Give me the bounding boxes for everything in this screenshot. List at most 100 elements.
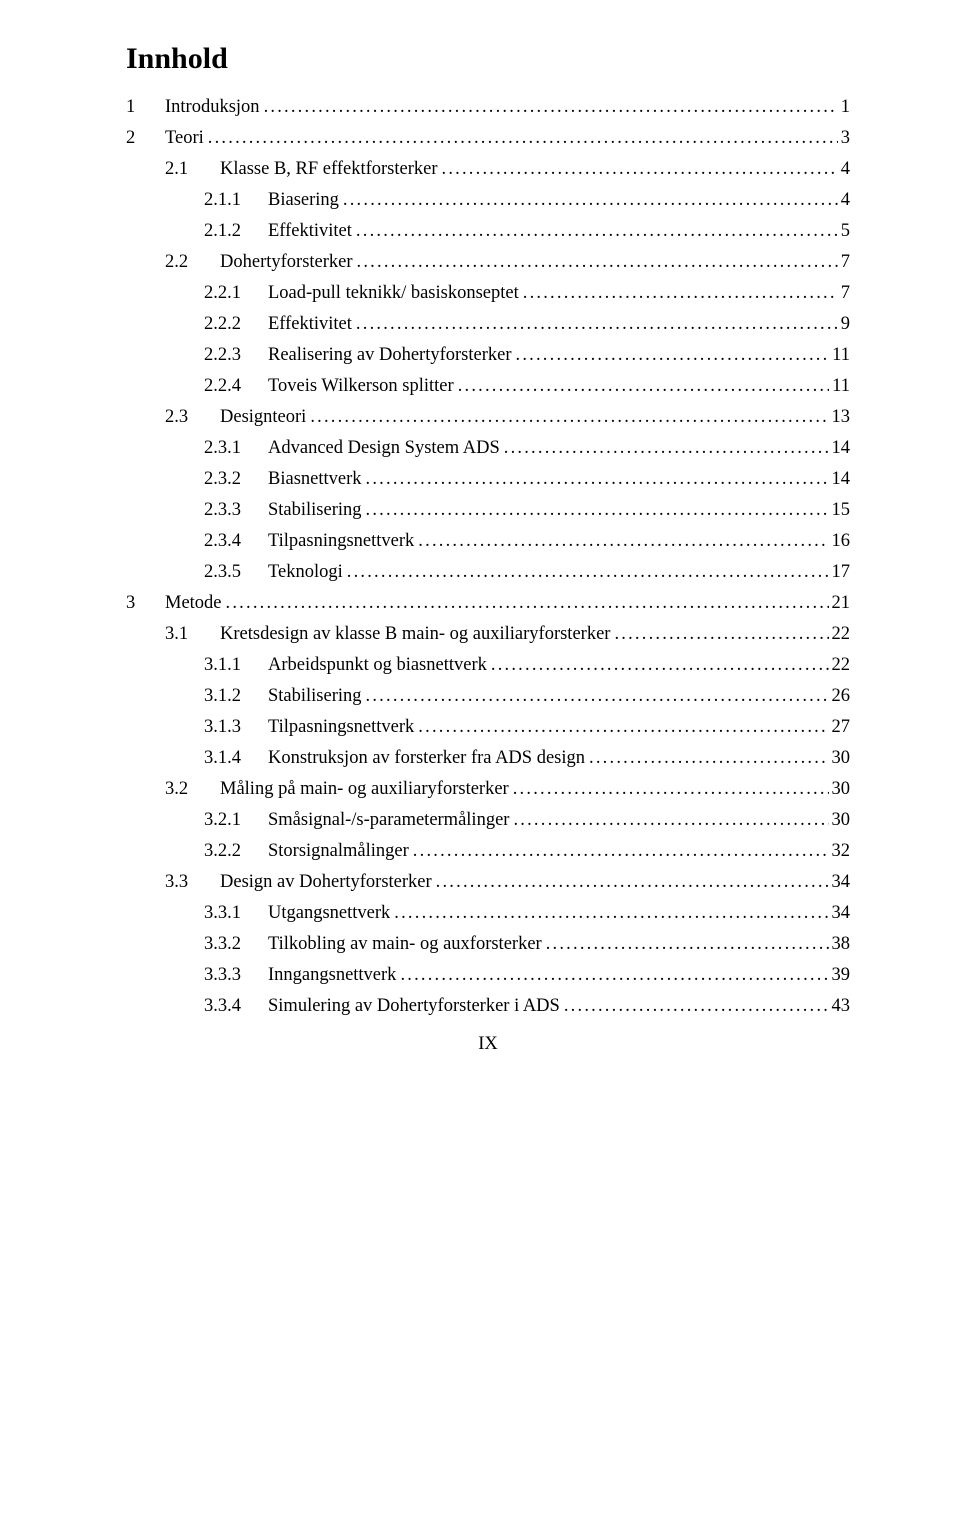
- toc-entry-number: 2.2.1: [204, 284, 268, 303]
- toc-entry-number: 2.3.4: [204, 532, 268, 551]
- toc-entry-label: Simulering av Dohertyforsterker i ADS: [268, 997, 560, 1016]
- toc-entry-number: 2.1: [165, 160, 220, 179]
- toc-entry-number: 2.1.2: [204, 222, 268, 241]
- toc-entry-page: 32: [832, 842, 851, 861]
- toc-entry-number: 2.2.3: [204, 346, 268, 365]
- toc-entry: 3.2Måling på main- og auxiliaryforsterke…: [126, 780, 850, 799]
- toc-leader-dots: [442, 160, 838, 179]
- toc-entry: 2.2.1Load-pull teknikk/ basiskonseptet 7: [126, 284, 850, 303]
- toc-entry-label: Effektivitet: [268, 315, 352, 334]
- toc-entry: 2Teori 3: [126, 129, 850, 148]
- toc-leader-dots: [418, 532, 828, 551]
- toc-entry-label: Introduksjon: [165, 98, 260, 117]
- toc-entry-number: 2.2: [165, 253, 220, 272]
- toc-entry-number: 3.1.2: [204, 687, 268, 706]
- toc-entry-number: 3.2.2: [204, 842, 268, 861]
- toc-entry-page: 16: [832, 532, 851, 551]
- toc-entry-number: 3: [126, 594, 165, 613]
- toc-entry-label: Stabilisering: [268, 687, 362, 706]
- toc-entry: 3.3.1Utgangsnettverk 34: [126, 904, 850, 923]
- toc-entry-number: 2.2.2: [204, 315, 268, 334]
- toc-entry-page: 7: [841, 253, 850, 272]
- toc-entry-label: Småsignal-/s-parametermålinger: [268, 811, 509, 830]
- toc-entry: 2.2Dohertyforsterker 7: [126, 253, 850, 272]
- toc-entry-page: 39: [832, 966, 851, 985]
- toc-entry-label: Toveis Wilkerson splitter: [268, 377, 454, 396]
- toc-entry-label: Utgangsnettverk: [268, 904, 390, 923]
- toc-entry-label: Biasering: [268, 191, 339, 210]
- toc-entry: 2.1.1Biasering 4: [126, 191, 850, 210]
- toc-entry-label: Load-pull teknikk/ basiskonseptet: [268, 284, 519, 303]
- toc-entry: 2.3.4Tilpasningsnettverk 16: [126, 532, 850, 551]
- toc-entry-label: Dohertyforsterker: [220, 253, 353, 272]
- toc-entry-label: Designteori: [220, 408, 306, 427]
- toc-entry-page: 34: [832, 873, 851, 892]
- toc-entry-label: Stabilisering: [268, 501, 362, 520]
- toc-entry-page: 27: [832, 718, 851, 737]
- toc-entry-page: 43: [832, 997, 851, 1016]
- toc-entry-number: 3.3.1: [204, 904, 268, 923]
- toc-leader-dots: [347, 563, 829, 582]
- toc-leader-dots: [394, 904, 828, 923]
- toc-leader-dots: [589, 749, 828, 768]
- toc-leader-dots: [436, 873, 829, 892]
- toc-entry-label: Metode: [165, 594, 222, 613]
- toc-entry-page: 3: [841, 129, 850, 148]
- toc-entry-number: 2.3.5: [204, 563, 268, 582]
- toc-entry: 2.3.2Biasnettverk 14: [126, 470, 850, 489]
- toc-leader-dots: [264, 98, 838, 117]
- toc-entry-label: Effektivitet: [268, 222, 352, 241]
- toc-entry-label: Advanced Design System ADS: [268, 439, 500, 458]
- toc-entry-label: Kretsdesign av klasse B main- og auxilia…: [220, 625, 610, 644]
- toc-entry-label: Inngangsnettverk: [268, 966, 396, 985]
- toc-entry: 2.2.3Realisering av Dohertyforsterker 11: [126, 346, 850, 365]
- toc-entry-number: 3.2.1: [204, 811, 268, 830]
- toc-leader-dots: [516, 346, 830, 365]
- table-of-contents: 1Introduksjon 12Teori 32.1Klasse B, RF e…: [126, 98, 850, 1016]
- toc-leader-dots: [366, 687, 829, 706]
- toc-entry-label: Arbeidspunkt og biasnettverk: [268, 656, 487, 675]
- toc-entry: 3.1.3Tilpasningsnettverk 27: [126, 718, 850, 737]
- toc-leader-dots: [418, 718, 828, 737]
- toc-leader-dots: [491, 656, 829, 675]
- toc-entry-page: 22: [832, 656, 851, 675]
- toc-entry-page: 21: [832, 594, 851, 613]
- toc-entry-page: 30: [832, 811, 851, 830]
- toc-entry-number: 3.3.3: [204, 966, 268, 985]
- toc-entry-label: Storsignalmålinger: [268, 842, 409, 861]
- toc-entry-number: 3.3.4: [204, 997, 268, 1016]
- toc-entry-label: Tilpasningsnettverk: [268, 532, 414, 551]
- toc-entry-label: Måling på main- og auxiliaryforsterker: [220, 780, 509, 799]
- toc-leader-dots: [513, 811, 828, 830]
- toc-entry-page: 4: [841, 191, 850, 210]
- toc-entry: 3.2.2Storsignalmålinger 32: [126, 842, 850, 861]
- toc-leader-dots: [564, 997, 829, 1016]
- toc-leader-dots: [366, 470, 829, 489]
- toc-entry-label: Konstruksjon av forsterker fra ADS desig…: [268, 749, 585, 768]
- toc-entry: 2.2.2Effektivitet 9: [126, 315, 850, 334]
- page-number: IX: [126, 1034, 850, 1055]
- toc-entry-page: 30: [832, 749, 851, 768]
- toc-entry-number: 3.3: [165, 873, 220, 892]
- toc-entry-page: 9: [841, 315, 850, 334]
- toc-leader-dots: [458, 377, 829, 396]
- toc-entry-number: 2.3.1: [204, 439, 268, 458]
- toc-entry-page: 11: [832, 346, 850, 365]
- toc-leader-dots: [513, 780, 829, 799]
- toc-entry-page: 4: [841, 160, 850, 179]
- toc-entry: 3.2.1Småsignal-/s-parametermålinger 30: [126, 811, 850, 830]
- toc-leader-dots: [546, 935, 829, 954]
- toc-entry: 1Introduksjon 1: [126, 98, 850, 117]
- toc-entry-label: Teori: [165, 129, 204, 148]
- toc-entry-page: 30: [832, 780, 851, 799]
- toc-entry: 3.1Kretsdesign av klasse B main- og auxi…: [126, 625, 850, 644]
- toc-entry-label: Biasnettverk: [268, 470, 362, 489]
- toc-entry-page: 5: [841, 222, 850, 241]
- toc-entry-number: 2.3.2: [204, 470, 268, 489]
- toc-entry-number: 3.2: [165, 780, 220, 799]
- toc-entry-page: 14: [832, 470, 851, 489]
- toc-entry-page: 1: [841, 98, 850, 117]
- toc-entry-page: 15: [832, 501, 851, 520]
- toc-entry: 2.3.3Stabilisering 15: [126, 501, 850, 520]
- toc-leader-dots: [208, 129, 838, 148]
